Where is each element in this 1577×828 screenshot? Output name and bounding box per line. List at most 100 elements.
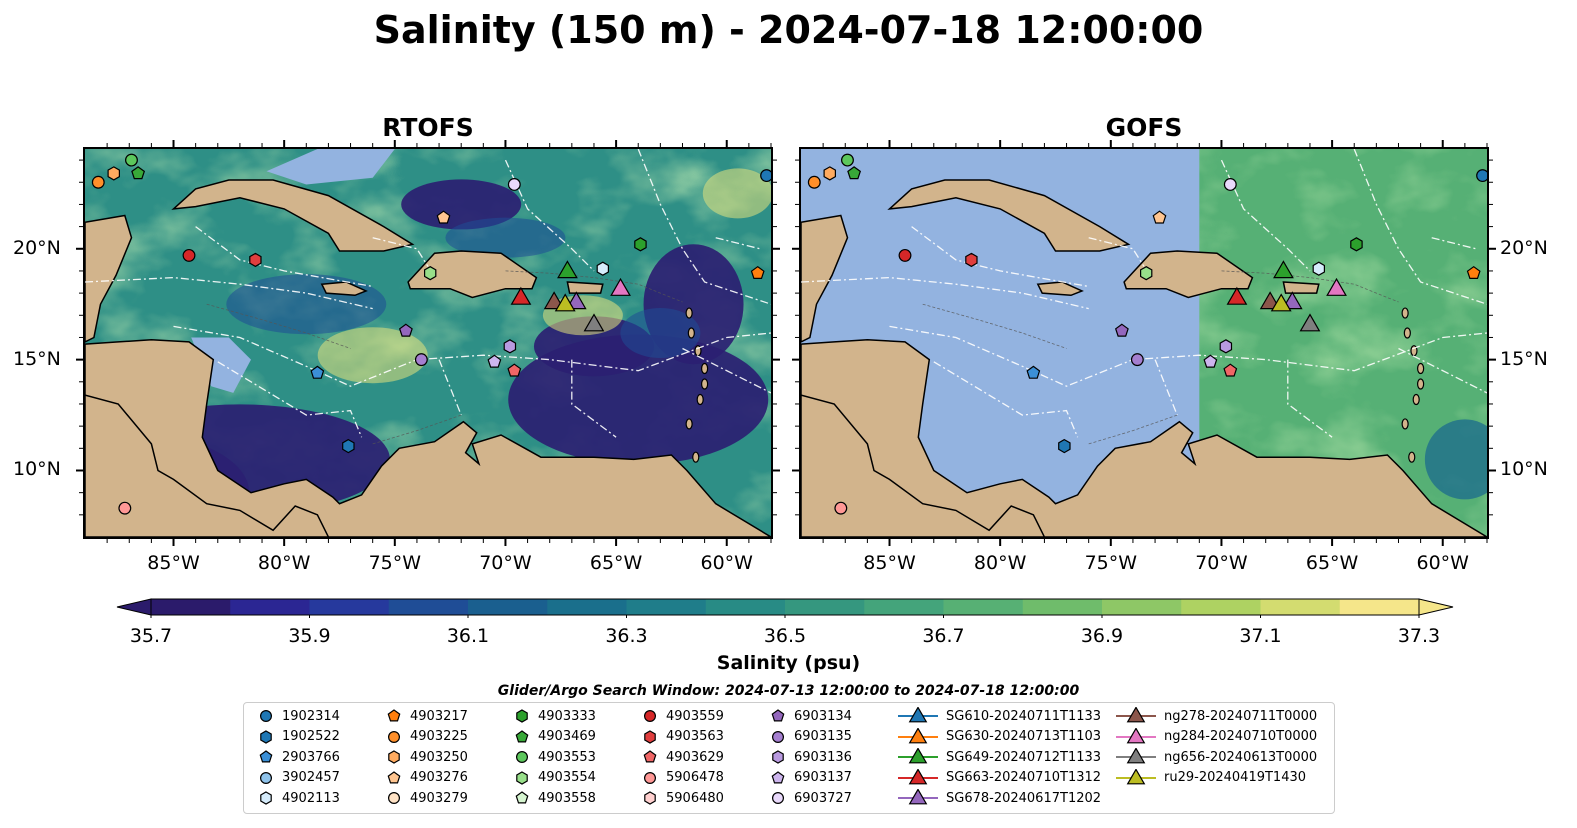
legend-pentagon-icon[interactable]	[387, 770, 401, 783]
float-marker-4903217[interactable]	[750, 265, 765, 279]
float-marker-4903559[interactable]	[898, 248, 912, 262]
float-marker-4903333[interactable]	[1350, 237, 1363, 252]
float-marker-6903137[interactable]	[1203, 354, 1218, 368]
float-marker-1902522[interactable]	[1058, 438, 1071, 454]
land-puertorico	[1282, 281, 1320, 294]
float-marker-4903629[interactable]	[1223, 363, 1238, 377]
legend-marker-icon	[260, 729, 272, 744]
glider-marker-SG649-20240712T1133[interactable]	[1273, 260, 1294, 279]
legend-triangle-icon[interactable]	[908, 707, 928, 723]
map-panel-rtofs[interactable]	[83, 147, 773, 539]
legend-pentagon-icon[interactable]	[259, 750, 273, 763]
float-marker-4903250[interactable]	[107, 166, 121, 181]
legend-hexagon-icon[interactable]	[516, 770, 528, 785]
legend-hexagon-icon[interactable]	[260, 729, 272, 744]
glider-marker-SG663-20240710T1312[interactable]	[1226, 286, 1248, 305]
legend-hexagon-icon[interactable]	[644, 729, 656, 744]
legend-marker-icon	[388, 750, 400, 764]
legend-triangle-icon[interactable]	[908, 768, 928, 784]
legend-triangle-icon[interactable]	[1126, 748, 1146, 764]
legend-triangle-icon[interactable]	[908, 748, 928, 764]
legend-circle-icon[interactable]	[771, 730, 785, 743]
legend-label: ng278-20240711T0000	[1164, 708, 1318, 724]
glider-marker-ru29-20240419T1430[interactable]	[554, 293, 576, 312]
float-marker-4903563[interactable]	[965, 252, 978, 268]
legend-pentagon-icon[interactable]	[515, 729, 529, 742]
legend-hexagon-icon[interactable]	[388, 750, 400, 764]
float-marker-4903225[interactable]	[807, 175, 821, 189]
legend-triangle-icon[interactable]	[1126, 768, 1146, 784]
legend-circle-icon[interactable]	[387, 791, 401, 805]
legend-pentagon-icon[interactable]	[387, 709, 401, 722]
legend-circle-icon[interactable]	[643, 709, 657, 723]
legend-pentagon-icon[interactable]	[643, 750, 657, 763]
float-marker-6903136[interactable]	[503, 339, 517, 354]
float-marker-4902113[interactable]	[1312, 261, 1326, 276]
float-marker-2903766[interactable]	[1026, 365, 1041, 379]
legend-hexagon-icon[interactable]	[644, 791, 656, 805]
legend-label: 2903766	[282, 749, 340, 765]
float-marker-4903225[interactable]	[91, 175, 105, 189]
glider-marker-SG649-20240712T1133[interactable]	[557, 260, 578, 279]
glider-marker-ng656-20240613T0000[interactable]	[583, 313, 605, 332]
legend-hexagon-icon[interactable]	[772, 750, 784, 764]
glider-marker-ng656-20240613T0000[interactable]	[1299, 313, 1321, 332]
legend-hexagon-icon[interactable]	[260, 791, 272, 805]
glider-marker-ru29-20240419T1430[interactable]	[1270, 293, 1292, 312]
float-marker-4903469[interactable]	[131, 166, 146, 180]
legend-pentagon-icon[interactable]	[771, 709, 785, 722]
legend-label: 6903727	[794, 790, 852, 806]
float-marker-2903766[interactable]	[310, 365, 325, 379]
float-marker-6903137[interactable]	[487, 354, 502, 368]
land-pacificcoast	[85, 394, 330, 537]
legend-circle-icon[interactable]	[515, 750, 529, 764]
legend-triangle-icon[interactable]	[1126, 727, 1146, 743]
float-marker-4903559[interactable]	[182, 248, 196, 262]
float-marker-4903276[interactable]	[1152, 210, 1167, 224]
float-marker-4902113[interactable]	[596, 261, 610, 276]
legend-triangle-icon[interactable]	[1126, 707, 1146, 723]
legend-marker-icon	[898, 707, 938, 723]
float-marker-5906478[interactable]	[118, 501, 132, 515]
glider-marker-SG663-20240710T1312[interactable]	[510, 286, 532, 305]
float-marker-6903727[interactable]	[507, 178, 521, 191]
float-marker-4903563[interactable]	[249, 252, 262, 268]
legend-circle-icon[interactable]	[771, 791, 785, 805]
float-marker-1902522[interactable]	[342, 438, 355, 454]
float-marker-6903134[interactable]	[1114, 323, 1129, 337]
float-marker-4903554[interactable]	[424, 266, 437, 281]
glider-marker-ng284-20240710T0000[interactable]	[1326, 277, 1347, 296]
colorbar-tick-label: 35.7	[129, 625, 173, 647]
legend-hexagon-icon[interactable]	[516, 709, 528, 723]
float-marker-4903276[interactable]	[436, 210, 451, 224]
float-marker-6903134[interactable]	[398, 323, 413, 337]
legend-circle-icon[interactable]	[259, 709, 273, 723]
float-marker-4903217[interactable]	[1466, 265, 1481, 279]
float-marker-4903629[interactable]	[507, 363, 522, 377]
float-marker-1902314[interactable]	[1476, 169, 1487, 183]
float-marker-1902314[interactable]	[760, 169, 771, 183]
float-marker-4903250[interactable]	[823, 166, 837, 181]
legend-circle-icon[interactable]	[643, 771, 657, 784]
colorbar	[116, 598, 1454, 618]
float-marker-4903553[interactable]	[125, 153, 138, 167]
float-marker-4903333[interactable]	[634, 237, 647, 252]
legend-circle-icon[interactable]	[387, 730, 401, 743]
legend-circle-icon[interactable]	[259, 771, 273, 784]
legend-triangle-icon[interactable]	[908, 789, 928, 805]
legend-pentagon-icon[interactable]	[771, 770, 785, 783]
float-marker-5906478[interactable]	[834, 501, 848, 515]
colorbar-segment	[388, 599, 469, 615]
float-marker-6903135[interactable]	[414, 353, 428, 367]
glider-marker-ng284-20240710T0000[interactable]	[610, 277, 631, 296]
float-marker-4903469[interactable]	[847, 166, 862, 180]
map-canvas-gofs	[801, 149, 1487, 537]
float-marker-6903136[interactable]	[1219, 339, 1233, 354]
legend-triangle-icon[interactable]	[908, 727, 928, 743]
legend-pentagon-icon[interactable]	[515, 791, 529, 804]
float-marker-6903135[interactable]	[1130, 353, 1144, 367]
float-marker-4903553[interactable]	[841, 153, 854, 167]
map-panel-gofs[interactable]	[799, 147, 1489, 539]
float-marker-6903727[interactable]	[1223, 178, 1237, 191]
float-marker-4903554[interactable]	[1140, 266, 1153, 281]
